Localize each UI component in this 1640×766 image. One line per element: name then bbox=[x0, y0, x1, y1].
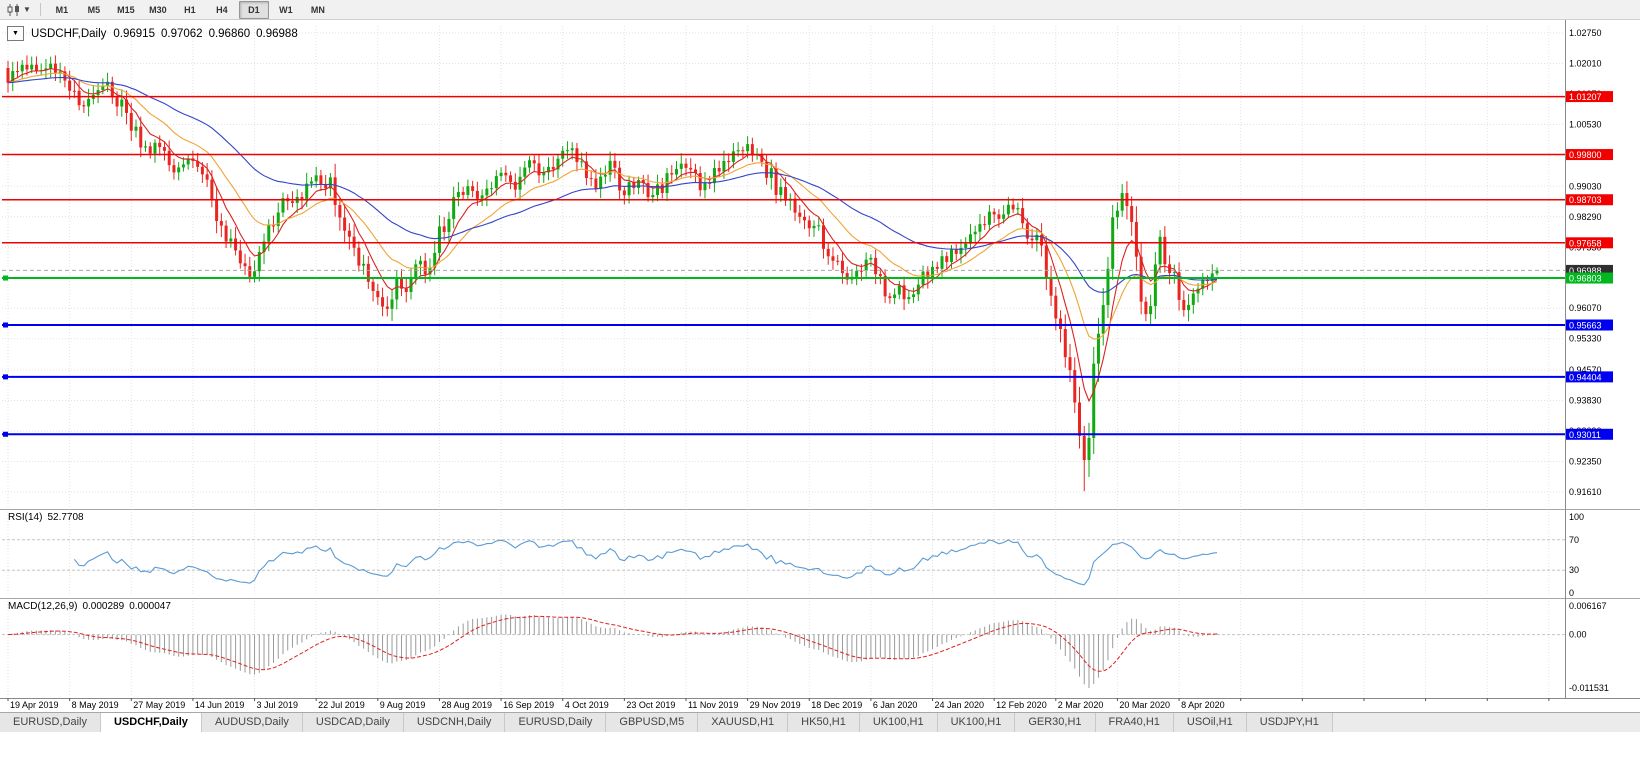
svg-text:0.96803: 0.96803 bbox=[1569, 274, 1602, 284]
svg-text:12 Feb 2020: 12 Feb 2020 bbox=[996, 700, 1047, 710]
svg-text:11 Nov 2019: 11 Nov 2019 bbox=[688, 700, 738, 710]
svg-text:0.91610: 0.91610 bbox=[1569, 487, 1602, 497]
timeframe-button-h1[interactable]: H1 bbox=[184, 4, 196, 15]
svg-text:0.99800: 0.99800 bbox=[1569, 150, 1602, 160]
timeframe-button-h4[interactable]: H4 bbox=[216, 4, 228, 15]
timeframe-button-mn[interactable]: MN bbox=[310, 4, 325, 15]
svg-text:0.98703: 0.98703 bbox=[1569, 195, 1602, 205]
svg-text:27 May 2019: 27 May 2019 bbox=[133, 700, 185, 710]
rsi-value: 52.7708 bbox=[47, 512, 84, 523]
svg-text:24 Jan 2020: 24 Jan 2020 bbox=[935, 700, 985, 710]
svg-text:0.97658: 0.97658 bbox=[1569, 238, 1602, 248]
chart-menu-button[interactable]: ▼ bbox=[7, 26, 24, 41]
timeframe-button-m30[interactable]: M30 bbox=[149, 4, 167, 15]
svg-text:16 Sep 2019: 16 Sep 2019 bbox=[503, 700, 554, 710]
chart-tab-eurusd-daily[interactable]: EURUSD,Daily bbox=[505, 713, 607, 732]
svg-text:8 Apr 2020: 8 Apr 2020 bbox=[1181, 700, 1225, 710]
chevron-down-icon: ▼ bbox=[23, 4, 31, 14]
chart-tab-usdchf-daily[interactable]: USDCHF,Daily bbox=[100, 713, 202, 732]
chart-tab-xauusd-h1[interactable]: XAUUSD,H1 bbox=[698, 713, 789, 732]
svg-text:0.92350: 0.92350 bbox=[1569, 457, 1602, 467]
svg-text:1.00530: 1.00530 bbox=[1569, 119, 1602, 129]
svg-text:0.95663: 0.95663 bbox=[1569, 321, 1602, 331]
ohlc-values: 0.96915 0.97062 0.96860 0.96988 bbox=[113, 28, 297, 40]
svg-text:-0.011531: -0.011531 bbox=[1569, 683, 1609, 693]
rsi-name: RSI(14) bbox=[8, 512, 43, 523]
svg-text:1.01207: 1.01207 bbox=[1569, 92, 1602, 102]
macd-main-value: 0.000289 bbox=[82, 601, 125, 612]
rsi-indicator-label: RSI(14) 52.7708 bbox=[8, 512, 89, 523]
svg-text:3 Jul 2019: 3 Jul 2019 bbox=[257, 700, 299, 710]
open-value: 0.96915 bbox=[113, 27, 155, 40]
chart-tab-ger30-h1[interactable]: GER30,H1 bbox=[1015, 713, 1096, 732]
timeframe-button-w1[interactable]: W1 bbox=[279, 4, 293, 15]
chart-tab-audusd-daily[interactable]: AUDUSD,Daily bbox=[201, 713, 303, 732]
timeframe-buttons: M1 M5 M15 M30 H1 H4 D1 W1 MN bbox=[46, 0, 334, 19]
high-value: 0.97062 bbox=[160, 27, 203, 40]
timeframe-toolbar: ▼ M1 M5 M15 M30 H1 H4 D1 W1 MN bbox=[0, 0, 1640, 20]
chart-tab-bar: EURUSD,Daily USDCHF,Daily AUDUSD,Daily USDC… bbox=[0, 712, 1640, 732]
candlestick-chart-icon bbox=[7, 3, 19, 16]
chart-tab-usdjpy-h1[interactable]: USDJPY,H1 bbox=[1246, 713, 1333, 732]
timeframe-button-d1[interactable]: D1 bbox=[238, 0, 269, 19]
chart-tab-usdcad-daily[interactable]: USDCAD,Daily bbox=[302, 713, 404, 732]
svg-text:0.96070: 0.96070 bbox=[1569, 303, 1602, 313]
svg-text:23 Oct 2019: 23 Oct 2019 bbox=[626, 700, 675, 710]
svg-text:0.94570: 0.94570 bbox=[1569, 365, 1602, 375]
svg-text:6 Jan 2020: 6 Jan 2020 bbox=[873, 700, 918, 710]
svg-text:70: 70 bbox=[1569, 535, 1579, 545]
svg-text:28 Aug 2019: 28 Aug 2019 bbox=[441, 700, 492, 710]
svg-text:0.95330: 0.95330 bbox=[1569, 334, 1602, 344]
svg-text:20 Mar 2020: 20 Mar 2020 bbox=[1119, 700, 1170, 710]
svg-text:18 Dec 2019: 18 Dec 2019 bbox=[811, 700, 862, 710]
svg-text:1.02750: 1.02750 bbox=[1569, 28, 1602, 38]
close-value: 0.96988 bbox=[256, 27, 298, 40]
symbol-period-label: USDCHF,Daily bbox=[31, 27, 107, 40]
svg-text:8 May 2019: 8 May 2019 bbox=[72, 700, 119, 710]
chart-tab-uk100-h1[interactable]: UK100,H1 bbox=[937, 713, 1016, 732]
macd-indicator-label: MACD(12,26,9) 0.000289 0.000047 bbox=[8, 601, 176, 612]
chart-tab-uk100-h1[interactable]: UK100,H1 bbox=[859, 713, 938, 732]
timeframe-button-m1[interactable]: M1 bbox=[55, 4, 69, 15]
svg-text:0.96988: 0.96988 bbox=[1569, 266, 1602, 276]
price-chart[interactable]: 1.027501.020101.012701.005300.997900.990… bbox=[0, 20, 1640, 712]
svg-text:100: 100 bbox=[1569, 512, 1584, 522]
chart-header: ▼ USDCHF,Daily 0.96915 0.97062 0.96860 0… bbox=[7, 26, 298, 41]
timeframe-button-m15[interactable]: M15 bbox=[117, 4, 135, 15]
svg-text:0.006167: 0.006167 bbox=[1569, 601, 1607, 611]
chart-tab-usdcnh-daily[interactable]: USDCNH,Daily bbox=[403, 713, 506, 732]
svg-text:29 Nov 2019: 29 Nov 2019 bbox=[750, 700, 801, 710]
svg-text:0.93830: 0.93830 bbox=[1569, 396, 1602, 406]
svg-text:0.93011: 0.93011 bbox=[1569, 430, 1601, 440]
svg-text:30: 30 bbox=[1569, 565, 1579, 575]
chart-type-button[interactable]: ▼ bbox=[3, 2, 35, 18]
chart-tab-eurusd-daily[interactable]: EURUSD,Daily bbox=[0, 713, 101, 732]
svg-text:4 Oct 2019: 4 Oct 2019 bbox=[565, 700, 609, 710]
toolbar-separator bbox=[39, 3, 41, 16]
svg-text:0: 0 bbox=[1569, 588, 1574, 598]
svg-text:2 Mar 2020: 2 Mar 2020 bbox=[1058, 700, 1104, 710]
svg-text:1.02010: 1.02010 bbox=[1569, 58, 1602, 68]
svg-text:0.99030: 0.99030 bbox=[1569, 181, 1602, 191]
svg-text:0.94404: 0.94404 bbox=[1569, 372, 1602, 382]
timeframe-button-m5[interactable]: M5 bbox=[87, 4, 101, 15]
chart-tab-usoil-h1[interactable]: USOil,H1 bbox=[1173, 713, 1247, 732]
svg-text:22 Jul 2019: 22 Jul 2019 bbox=[318, 700, 365, 710]
svg-text:0.98290: 0.98290 bbox=[1569, 212, 1602, 222]
svg-text:0.00: 0.00 bbox=[1569, 630, 1587, 640]
svg-text:19 Apr 2019: 19 Apr 2019 bbox=[10, 700, 59, 710]
chart-tab-hk50-h1[interactable]: HK50,H1 bbox=[788, 713, 860, 732]
macd-name: MACD(12,26,9) bbox=[8, 601, 78, 612]
chart-tab-gbpusd-m5[interactable]: GBPUSD,M5 bbox=[606, 713, 699, 732]
svg-text:14 Jun 2019: 14 Jun 2019 bbox=[195, 700, 245, 710]
low-value: 0.96860 bbox=[208, 27, 251, 40]
macd-signal-value: 0.000047 bbox=[129, 601, 171, 612]
down-triangle-icon: ▼ bbox=[12, 30, 19, 37]
chart-tab-fra40-h1[interactable]: FRA40,H1 bbox=[1095, 713, 1174, 732]
svg-text:9 Aug 2019: 9 Aug 2019 bbox=[380, 700, 426, 710]
